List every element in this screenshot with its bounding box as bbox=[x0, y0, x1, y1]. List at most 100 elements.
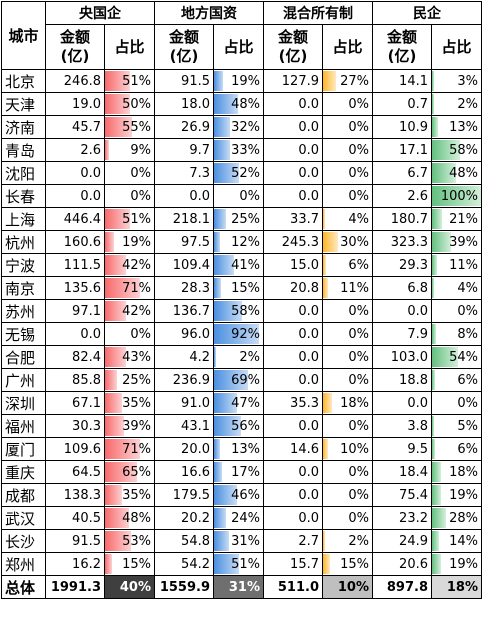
share-bar bbox=[214, 278, 222, 298]
share-value: 11% bbox=[449, 257, 478, 273]
amount-mixed: 33.7 bbox=[263, 207, 323, 231]
share-header: 占比 bbox=[322, 24, 373, 70]
city-column-header: 城市 bbox=[1, 1, 46, 70]
share-value: 54% bbox=[449, 349, 478, 365]
total-label: 总体 bbox=[1, 575, 46, 599]
amount-local-state: 26.9 bbox=[154, 115, 214, 139]
share-bar bbox=[214, 485, 237, 505]
share-private: 4% bbox=[431, 276, 482, 300]
share-value: 0% bbox=[348, 418, 369, 434]
city-name: 杭州 bbox=[1, 230, 46, 254]
share-private: 3% bbox=[431, 69, 482, 93]
amount-mixed: 245.3 bbox=[263, 230, 323, 254]
share-mixed: 0% bbox=[322, 414, 373, 438]
share-value: 0% bbox=[130, 188, 151, 204]
amount-header-line: (亿) bbox=[169, 47, 199, 65]
share-central-soe: 39% bbox=[104, 414, 155, 438]
share-local-state: 25% bbox=[213, 207, 264, 231]
share-private: 2% bbox=[431, 92, 482, 116]
share-bar bbox=[105, 209, 130, 229]
share-local-state: 58% bbox=[213, 299, 264, 323]
share-mixed: 0% bbox=[322, 322, 373, 346]
share-mixed: 6% bbox=[322, 253, 373, 277]
share-value: 12% bbox=[231, 234, 260, 250]
amount-central-soe: 0.0 bbox=[45, 184, 105, 208]
share-local-state: 51% bbox=[213, 552, 264, 576]
share-private: 28% bbox=[431, 506, 482, 530]
city-name: 深圳 bbox=[1, 391, 46, 415]
share-central-soe: 0% bbox=[104, 322, 155, 346]
total-share-mixed: 10% bbox=[322, 575, 373, 599]
share-mixed: 15% bbox=[322, 552, 373, 576]
share-bar bbox=[432, 186, 481, 206]
city-name: 厦门 bbox=[1, 437, 46, 461]
share-value: 0% bbox=[348, 510, 369, 526]
share-value: 47% bbox=[231, 395, 260, 411]
share-bar bbox=[432, 462, 441, 482]
share-central-soe: 55% bbox=[104, 115, 155, 139]
share-local-state: 31% bbox=[213, 529, 264, 553]
share-value: 6% bbox=[348, 257, 369, 273]
amount-central-soe: 446.4 bbox=[45, 207, 105, 231]
amount-mixed: 127.9 bbox=[263, 69, 323, 93]
amount-private: 75.4 bbox=[372, 483, 432, 507]
amount-local-state: 20.0 bbox=[154, 437, 214, 461]
amount-local-state: 136.7 bbox=[154, 299, 214, 323]
amount-central-soe: 67.1 bbox=[45, 391, 105, 415]
amount-mixed: 15.0 bbox=[263, 253, 323, 277]
share-central-soe: 42% bbox=[104, 253, 155, 277]
share-central-soe: 0% bbox=[104, 161, 155, 185]
share-bar bbox=[214, 370, 248, 390]
amount-private: 17.1 bbox=[372, 138, 432, 162]
share-value: 51% bbox=[122, 211, 151, 227]
share-central-soe: 71% bbox=[104, 276, 155, 300]
share-central-soe: 9% bbox=[104, 138, 155, 162]
city-name: 苏州 bbox=[1, 299, 46, 323]
share-bar bbox=[432, 117, 439, 137]
table-row: 南京 135.6 71% 28.3 15% 20.8 11% 6.8 4% bbox=[1, 276, 482, 300]
sub-header-row: 金额 (亿) 占比 金额 (亿) 占比 金额 (亿) 占比 金额 (亿) 占比 bbox=[2, 24, 482, 70]
amount-mixed: 0.0 bbox=[263, 368, 323, 392]
share-bar bbox=[105, 393, 123, 413]
amount-local-state: 218.1 bbox=[154, 207, 214, 231]
amount-local-state: 109.4 bbox=[154, 253, 214, 277]
share-value: 19% bbox=[231, 73, 260, 89]
share-local-state: 92% bbox=[213, 322, 264, 346]
share-value: 6% bbox=[457, 372, 478, 388]
share-bar bbox=[214, 347, 216, 367]
share-mixed: 11% bbox=[322, 276, 373, 300]
amount-header-line: 金额 bbox=[386, 28, 417, 46]
table-row: 合肥 82.4 43% 4.2 2% 0.0 0% 103.0 54% bbox=[1, 345, 482, 369]
share-value: 2% bbox=[457, 96, 478, 112]
amount-central-soe: 19.0 bbox=[45, 92, 105, 116]
share-central-soe: 19% bbox=[104, 230, 155, 254]
share-value: 19% bbox=[449, 487, 478, 503]
share-bar bbox=[432, 554, 442, 574]
share-mixed: 0% bbox=[322, 483, 373, 507]
share-bar bbox=[105, 416, 125, 436]
amount-central-soe: 85.8 bbox=[45, 368, 105, 392]
share-value: 48% bbox=[122, 510, 151, 526]
share-value: 0% bbox=[348, 188, 369, 204]
amount-private: 0.0 bbox=[372, 299, 432, 323]
share-bar bbox=[105, 554, 113, 574]
share-local-state: 32% bbox=[213, 115, 264, 139]
share-value: 18% bbox=[449, 464, 478, 480]
share-bar bbox=[432, 416, 435, 436]
share-private: 19% bbox=[431, 483, 482, 507]
share-bar bbox=[214, 508, 226, 528]
amount-private: 18.4 bbox=[372, 460, 432, 484]
amount-central-soe: 138.3 bbox=[45, 483, 105, 507]
share-value: 69% bbox=[231, 372, 260, 388]
share-bar bbox=[432, 347, 459, 367]
amount-header: 金额 (亿) bbox=[45, 24, 105, 70]
share-mixed: 0% bbox=[322, 92, 373, 116]
group-header-mixed: 混合所有制 bbox=[263, 1, 373, 25]
share-mixed: 0% bbox=[322, 115, 373, 139]
amount-mixed: 0.0 bbox=[263, 184, 323, 208]
share-bar bbox=[432, 370, 435, 390]
amount-private: 6.7 bbox=[372, 161, 432, 185]
amount-central-soe: 160.6 bbox=[45, 230, 105, 254]
share-value: 0% bbox=[130, 165, 151, 181]
share-mixed: 0% bbox=[322, 368, 373, 392]
